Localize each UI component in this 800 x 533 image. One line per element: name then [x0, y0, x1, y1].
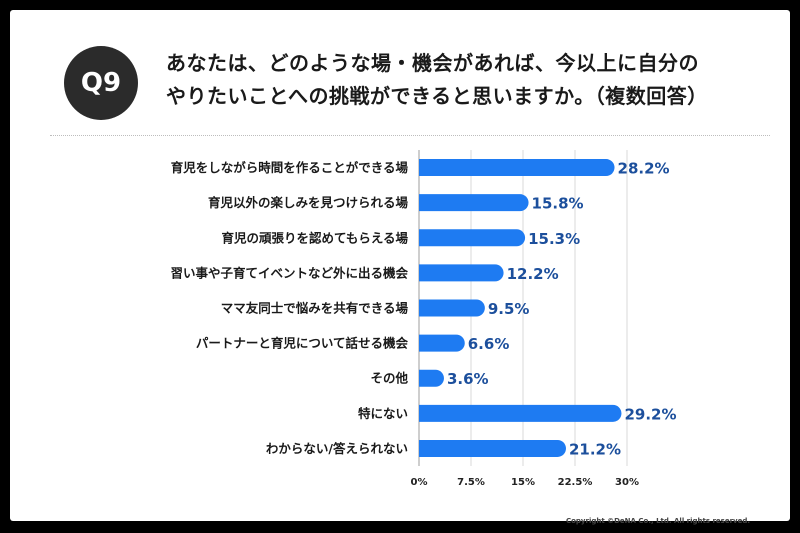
bar-3: [419, 264, 504, 282]
x-tick-label-1: 7.5%: [457, 477, 485, 488]
value-label-8: 21.2%: [569, 440, 621, 458]
category-label-2: 育児の頑張りを認めてもらえる場: [221, 230, 408, 245]
copyright-text: Copyright ©DeNA Co., Ltd. All rights res…: [565, 517, 750, 525]
bar-0: [419, 159, 615, 177]
category-label-3: 習い事や子育てイベントなど外に出る機会: [170, 265, 408, 280]
question-title-line-1: あなたは、どのような場・機会があれば、今以上に自分の: [166, 51, 699, 75]
question-badge: Q9: [64, 46, 138, 120]
category-label-0: 育児をしながら時間を作ることができる場: [171, 160, 409, 175]
value-label-3: 12.2%: [507, 265, 559, 283]
question-title-line-2: やりたいことへの挑戦ができると思いますか。（複数回答）: [166, 84, 708, 108]
value-label-1: 15.8%: [532, 195, 584, 213]
bar-4: [419, 299, 485, 317]
value-label-0: 28.2%: [618, 160, 670, 178]
bar-1: [419, 194, 529, 212]
x-tick-label-0: 0%: [411, 477, 428, 488]
title-divider: [50, 135, 770, 136]
value-label-2: 15.3%: [528, 230, 580, 248]
value-label-5: 6.6%: [468, 335, 510, 353]
category-label-4: ママ友同士で悩みを共有できる場: [221, 301, 409, 316]
bar-5: [419, 334, 465, 352]
slide-card: Q9 あなたは、どのような場・機会があれば、今以上に自分の やりたいことへの挑戦…: [10, 10, 790, 525]
value-label-4: 9.5%: [488, 300, 530, 318]
category-label-1: 育児以外の楽しみを見つけられる場: [208, 195, 409, 210]
x-tick-label-4: 30%: [615, 477, 639, 488]
bar-2: [419, 229, 526, 247]
value-label-6: 3.6%: [447, 370, 489, 388]
category-label-7: 特にない: [358, 406, 408, 421]
x-tick-label-3: 22.5%: [558, 477, 593, 488]
bar-7: [419, 404, 622, 422]
bar-8: [419, 439, 566, 457]
value-label-7: 29.2%: [624, 405, 676, 423]
category-label-6: その他: [370, 371, 408, 386]
category-label-8: わからない/答えられない: [266, 441, 408, 456]
bar-6: [419, 369, 444, 387]
category-label-5: パートナーと育児について話せる機会: [196, 336, 409, 351]
x-tick-label-2: 15%: [511, 477, 535, 488]
